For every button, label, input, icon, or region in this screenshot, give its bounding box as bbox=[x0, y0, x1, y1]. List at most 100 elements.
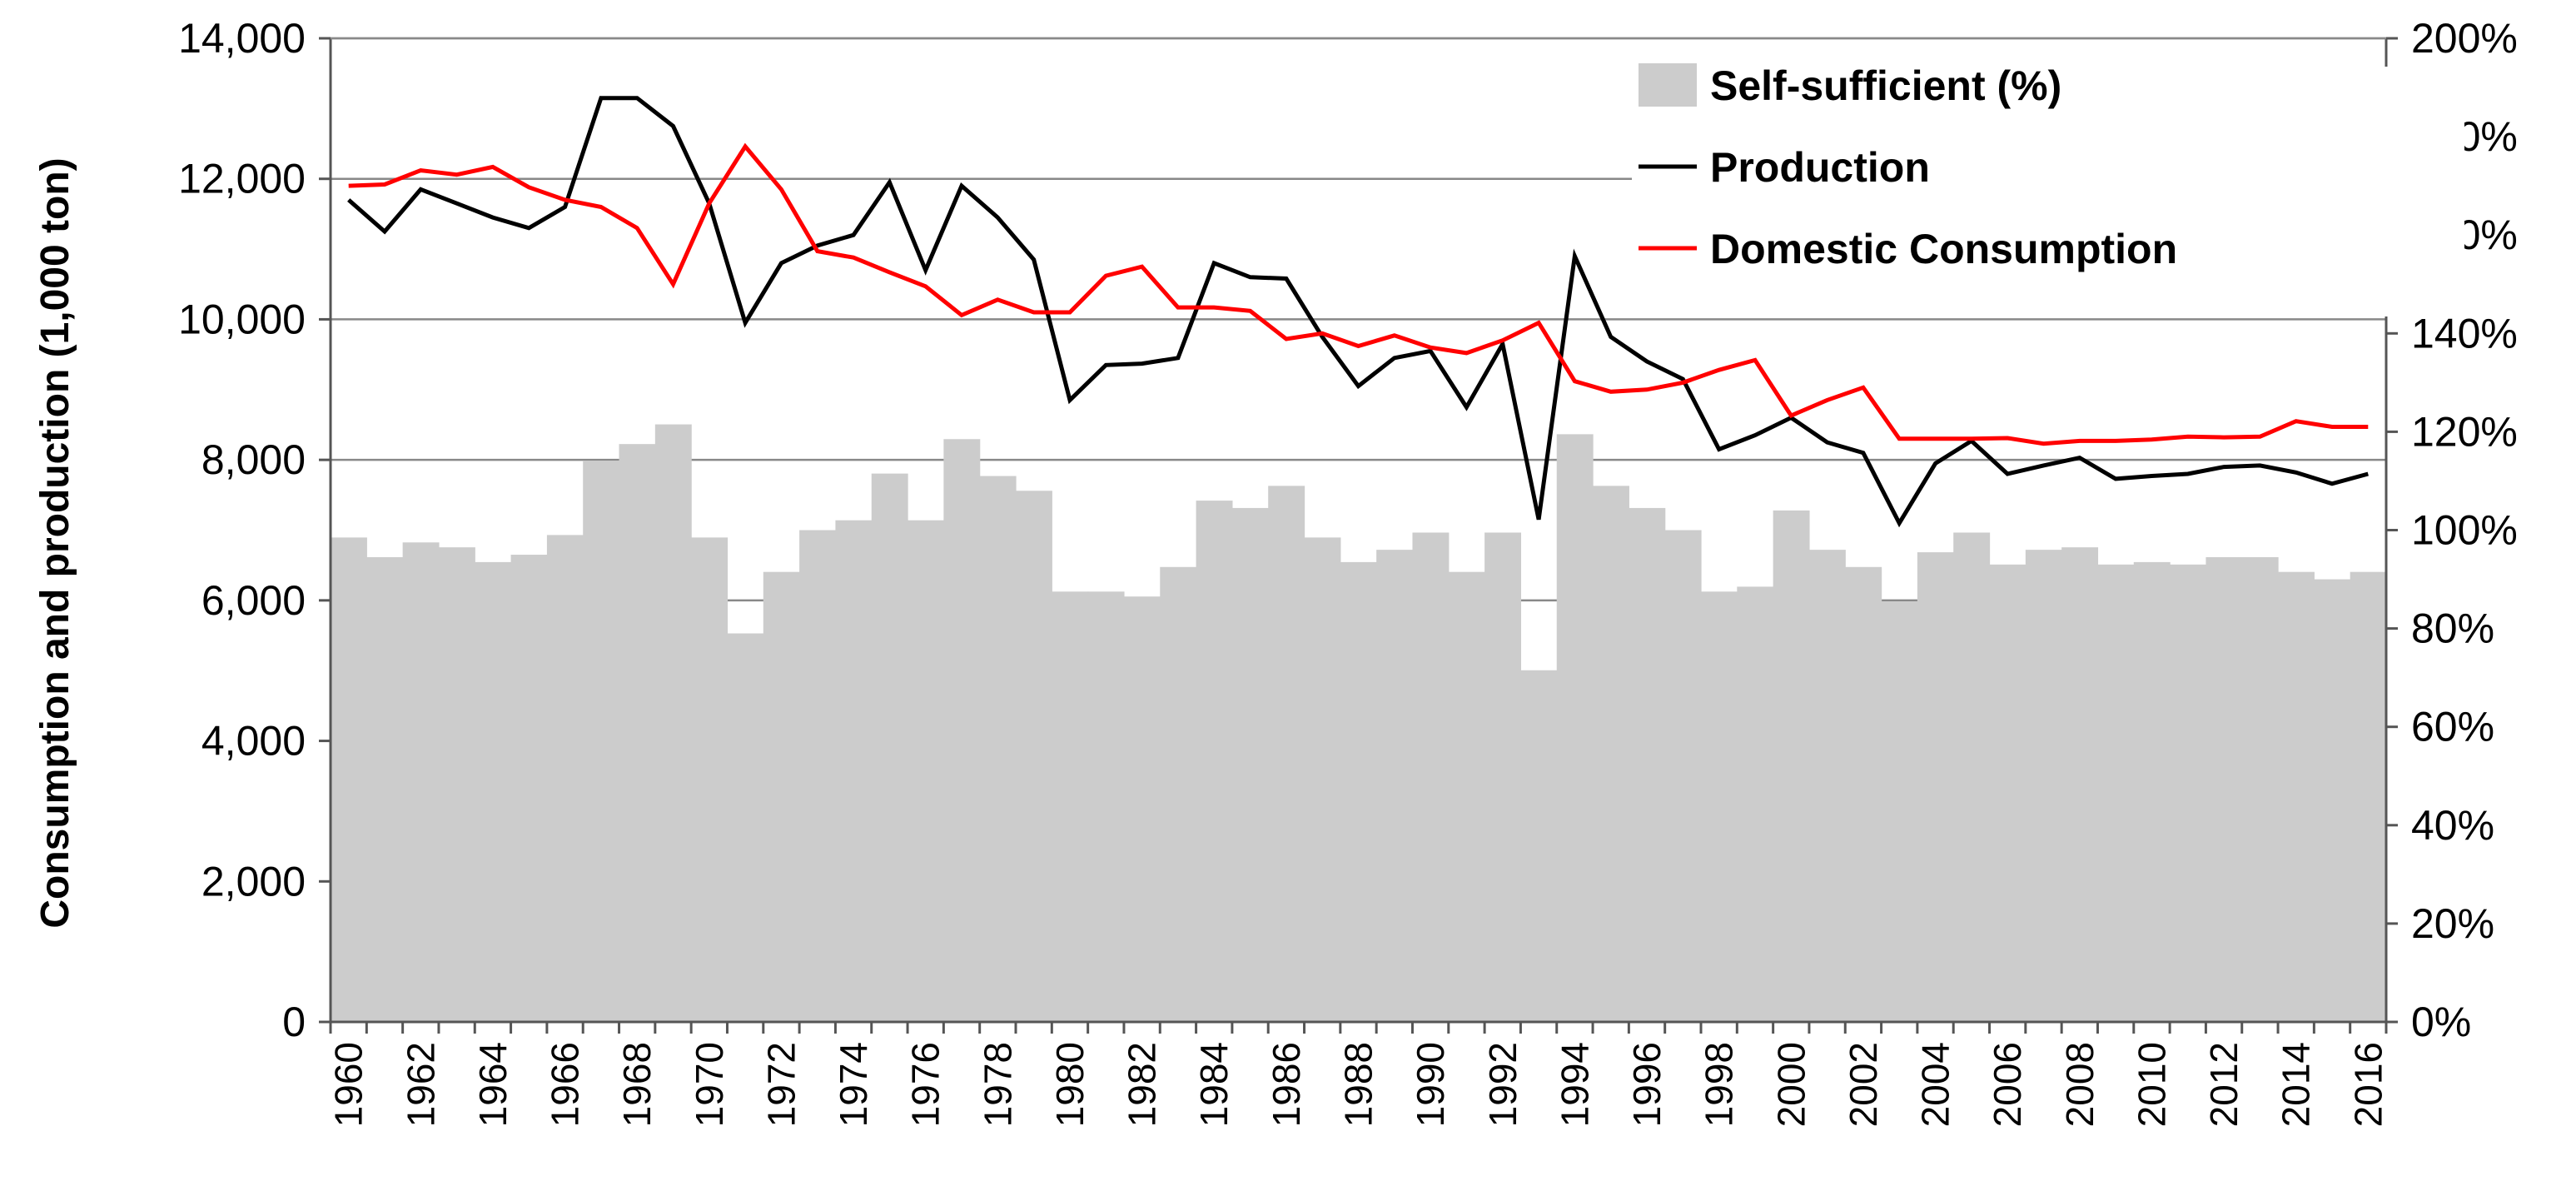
line-domestic-consumption bbox=[348, 142, 2369, 446]
y2-tick-label: 200% bbox=[2411, 15, 2518, 62]
y2-tick-label: 40% bbox=[2411, 802, 2494, 849]
bar-self-sufficient bbox=[1953, 532, 1991, 1022]
x-tick-label: 1972 bbox=[759, 1042, 803, 1127]
x-tick-label: 2012 bbox=[2202, 1042, 2245, 1127]
bar-self-sufficient bbox=[1087, 591, 1125, 1022]
x-tick-label: 1988 bbox=[1337, 1042, 1380, 1127]
bar-self-sufficient bbox=[583, 461, 620, 1022]
x-tick-label: 1986 bbox=[1265, 1042, 1308, 1127]
bar-self-sufficient bbox=[1629, 507, 1666, 1022]
bar-self-sufficient bbox=[331, 537, 367, 1022]
bar-self-sufficient bbox=[2097, 564, 2135, 1022]
x-tick-label: 1962 bbox=[399, 1042, 442, 1127]
x-tick-label: 1968 bbox=[615, 1042, 659, 1127]
bar-self-sufficient bbox=[1917, 552, 1954, 1022]
x-tick-label: 1994 bbox=[1553, 1042, 1596, 1127]
bar-self-sufficient bbox=[1701, 591, 1738, 1022]
bar-self-sufficient bbox=[2278, 571, 2315, 1022]
bar-self-sufficient bbox=[1520, 670, 1558, 1022]
x-tick-label: 2002 bbox=[1842, 1042, 1885, 1127]
bar-self-sufficient bbox=[1664, 530, 1702, 1022]
line-production bbox=[347, 96, 2369, 528]
x-tick-label: 1976 bbox=[904, 1042, 947, 1127]
y2-tick-label: 0% bbox=[2411, 999, 2471, 1045]
y2-tick-label: 140% bbox=[2411, 310, 2518, 356]
bar-self-sufficient bbox=[1196, 501, 1233, 1022]
bar-self-sufficient bbox=[871, 473, 908, 1022]
line-series bbox=[347, 96, 2369, 528]
bar-self-sufficient bbox=[619, 444, 656, 1022]
bar-self-sufficient bbox=[2133, 561, 2171, 1022]
bar-self-sufficient bbox=[1593, 486, 1629, 1022]
bar-self-sufficient bbox=[799, 530, 837, 1022]
y-tick-label: 2,000 bbox=[201, 858, 306, 904]
legend-label: Production bbox=[1710, 144, 1930, 191]
bar-self-sufficient bbox=[1231, 507, 1269, 1022]
bar-self-sufficient bbox=[1160, 566, 1197, 1022]
bar-self-sufficient bbox=[2350, 571, 2387, 1022]
bar-self-sufficient bbox=[1556, 434, 1594, 1022]
axes: 0 2,000 4,000 6,000 8,000 10,000 12,000 14,000 0… bbox=[178, 15, 2518, 1127]
x-tick-label: 1964 bbox=[471, 1042, 515, 1127]
bar-self-sufficient bbox=[1881, 601, 1918, 1022]
y2-tick-label: 80% bbox=[2411, 605, 2494, 652]
bar-self-sufficient bbox=[1376, 550, 1414, 1022]
x-tick-label: 2010 bbox=[2130, 1042, 2173, 1127]
bar-self-sufficient bbox=[979, 476, 1017, 1022]
bar-self-sufficient bbox=[1016, 491, 1052, 1022]
x-tick-label: 1998 bbox=[1698, 1042, 1741, 1127]
y-tick-label: 0 bbox=[282, 999, 306, 1045]
bar-self-sufficient bbox=[2170, 564, 2207, 1022]
legend: Self-sufficient (%) Production Domestic Co… bbox=[1632, 62, 2464, 316]
bar-self-sufficient bbox=[438, 547, 475, 1022]
bar-self-sufficient bbox=[763, 571, 800, 1022]
y-tick-label: 14,000 bbox=[178, 15, 306, 62]
bar-self-sufficient bbox=[1052, 591, 1089, 1022]
y-tick-label: 6,000 bbox=[201, 577, 306, 624]
bar-self-sufficient bbox=[2314, 579, 2351, 1022]
x-tick-label: 2008 bbox=[2058, 1042, 2101, 1127]
bar-self-sufficient bbox=[475, 561, 512, 1022]
x-tick-label: 1992 bbox=[1481, 1042, 1524, 1127]
y2-tick-label: 100% bbox=[2411, 507, 2518, 554]
legend-label: Self-sufficient (%) bbox=[1710, 62, 2061, 109]
bar-self-sufficient bbox=[1845, 566, 1882, 1022]
x-tick-label: 2016 bbox=[2346, 1042, 2390, 1127]
bar-self-sufficient bbox=[654, 424, 692, 1023]
bar-self-sufficient bbox=[1989, 564, 2026, 1022]
bar-self-sufficient bbox=[1737, 586, 1774, 1022]
bar-self-sufficient bbox=[546, 535, 584, 1022]
y2-tick-label: 60% bbox=[2411, 704, 2494, 750]
x-tick-label: 1966 bbox=[544, 1042, 587, 1127]
bar-self-sufficient bbox=[2241, 556, 2279, 1022]
bar-self-sufficient bbox=[1412, 532, 1450, 1022]
y-tick-label: 10,000 bbox=[178, 296, 306, 342]
y-tick-label: 8,000 bbox=[201, 436, 306, 483]
x-tick-label: 1978 bbox=[976, 1042, 1019, 1127]
x-tick-label: 2004 bbox=[1914, 1042, 1957, 1127]
bar-self-sufficient bbox=[1484, 532, 1522, 1022]
bar-self-sufficient bbox=[1808, 550, 1846, 1022]
y2-tick-label: 120% bbox=[2411, 408, 2518, 455]
legend-label: Domestic Consumption bbox=[1710, 226, 2177, 272]
bar-self-sufficient bbox=[2025, 550, 2062, 1022]
y-axis-title: Consumption and production (1,000 ton) bbox=[33, 157, 77, 928]
y2-tick-label: 20% bbox=[2411, 900, 2494, 947]
bar-self-sufficient bbox=[1268, 486, 1305, 1022]
bar-self-sufficient bbox=[510, 555, 548, 1022]
bar-self-sufficient bbox=[727, 633, 764, 1022]
bar-self-sufficient bbox=[943, 439, 981, 1022]
y-tick-label: 12,000 bbox=[178, 156, 306, 202]
bar-series-self-sufficient bbox=[331, 424, 2387, 1023]
bar-self-sufficient bbox=[402, 542, 440, 1022]
x-tick-label: 2006 bbox=[1986, 1042, 2029, 1127]
x-tick-label: 1970 bbox=[688, 1042, 731, 1127]
x-tick-label: 1974 bbox=[832, 1042, 875, 1127]
bar-self-sufficient bbox=[1304, 537, 1341, 1022]
x-tick-label: 2014 bbox=[2275, 1042, 2318, 1127]
x-tick-label: 1984 bbox=[1192, 1042, 1236, 1127]
bar-self-sufficient bbox=[1773, 510, 1810, 1022]
x-tick-label: 2000 bbox=[1769, 1042, 1813, 1127]
